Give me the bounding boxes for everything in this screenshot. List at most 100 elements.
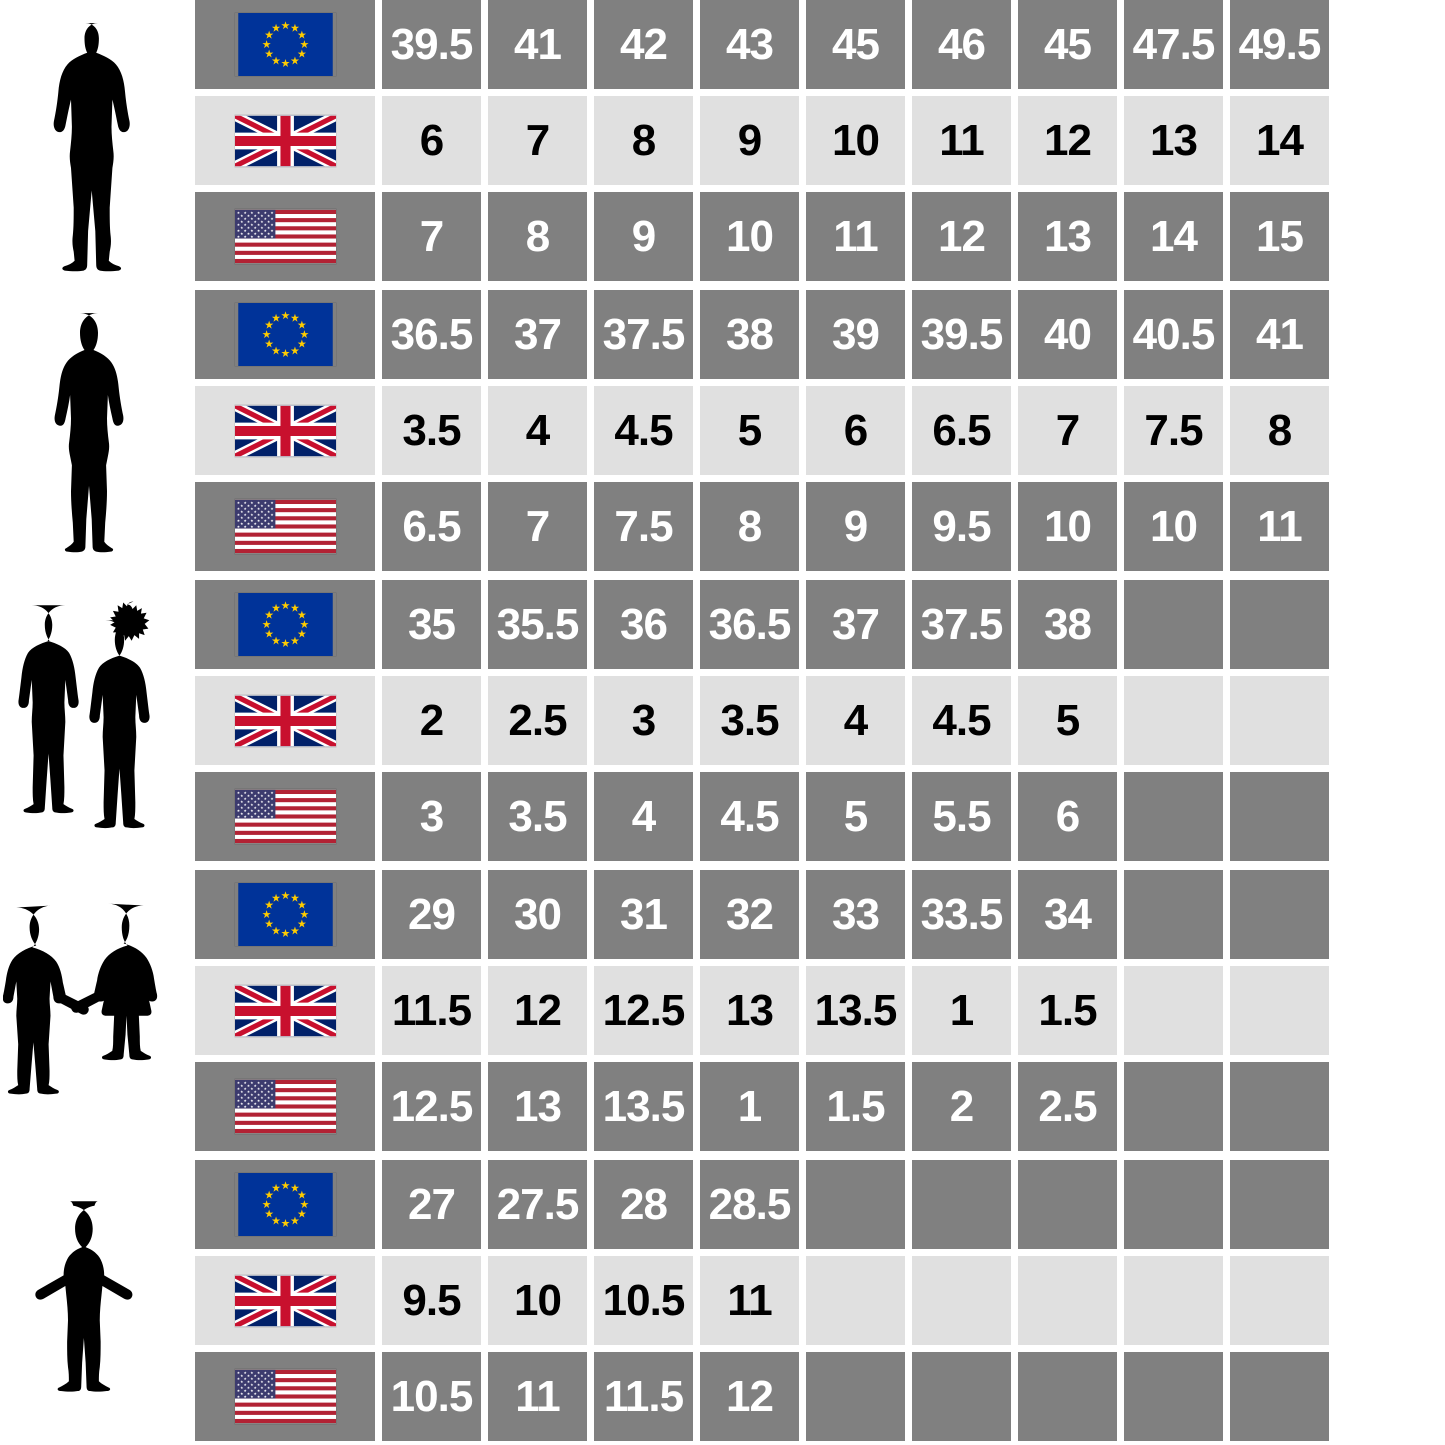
size-cell: 35.5 <box>488 580 587 669</box>
size-cell: 33 <box>806 870 905 959</box>
size-row-toddler-eu: 27 27.5 28 28.5 <box>195 1160 1445 1249</box>
size-cell: 40.5 <box>1124 290 1223 379</box>
size-cell: 5 <box>700 386 799 475</box>
size-cell: 15 <box>1230 192 1329 281</box>
eu-flag-icon <box>195 870 375 959</box>
size-cell: 12 <box>488 966 587 1055</box>
size-cell: 4.5 <box>912 676 1011 765</box>
uk-flag-icon <box>195 386 375 475</box>
size-cell-empty <box>1124 1352 1223 1441</box>
size-cell: 7 <box>1018 386 1117 475</box>
size-cell: 2 <box>382 676 481 765</box>
size-cell: 39 <box>806 290 905 379</box>
size-cell: 5 <box>1018 676 1117 765</box>
toddler-silhouette <box>0 1160 195 1441</box>
size-group-women: 36.5 37 37.5 38 39 39.5 40 40.5 41 3.5 4 4.5 5 6 6.5 7 7… <box>0 290 1445 571</box>
adult-man-silhouette <box>0 0 195 281</box>
size-cell: 5.5 <box>912 772 1011 861</box>
size-cell: 11 <box>912 96 1011 185</box>
size-cell: 39.5 <box>382 0 481 89</box>
size-cell: 6 <box>1018 772 1117 861</box>
size-cell: 6 <box>382 96 481 185</box>
size-cell-empty <box>806 1352 905 1441</box>
size-group-young-children: 29 30 31 32 33 33.5 34 11.5 12 12.5 13 13.5 1 1.5 12.5… <box>0 870 1445 1151</box>
uk-flag-icon <box>195 676 375 765</box>
size-cell: 11 <box>700 1256 799 1345</box>
size-cell: 32 <box>700 870 799 959</box>
size-cell-empty <box>912 1160 1011 1249</box>
size-cell: 8 <box>594 96 693 185</box>
size-cell-empty <box>1230 676 1329 765</box>
size-cell-empty <box>1230 870 1329 959</box>
size-cell: 3 <box>382 772 481 861</box>
size-cell-empty <box>1124 870 1223 959</box>
size-cell-empty <box>1018 1352 1117 1441</box>
size-cell: 1 <box>912 966 1011 1055</box>
uk-flag-icon <box>195 1256 375 1345</box>
size-cell: 41 <box>1230 290 1329 379</box>
size-cell: 49.5 <box>1230 0 1329 89</box>
us-flag-icon <box>195 1062 375 1151</box>
size-cell-empty <box>1230 1352 1329 1441</box>
size-cell-empty <box>1018 1256 1117 1345</box>
size-cell: 35 <box>382 580 481 669</box>
size-cell: 10.5 <box>594 1256 693 1345</box>
size-row-older-kids-uk: 2 2.5 3 3.5 4 4.5 5 <box>195 676 1445 765</box>
size-cell: 1 <box>700 1062 799 1151</box>
size-cell: 12.5 <box>594 966 693 1055</box>
size-cell: 11 <box>806 192 905 281</box>
size-cell: 29 <box>382 870 481 959</box>
size-cell-empty <box>1124 580 1223 669</box>
size-cell: 37.5 <box>912 580 1011 669</box>
size-cell: 37 <box>806 580 905 669</box>
size-cell: 2.5 <box>488 676 587 765</box>
size-cell: 27.5 <box>488 1160 587 1249</box>
size-row-men-eu: 39.5 41 42 43 45 46 45 47.5 49.5 <box>195 0 1445 89</box>
size-row-toddler-uk: 9.5 10 10.5 11 <box>195 1256 1445 1345</box>
size-cell-empty <box>1124 676 1223 765</box>
size-cell: 28 <box>594 1160 693 1249</box>
size-cell-empty <box>806 1160 905 1249</box>
size-cell-empty <box>1230 1062 1329 1151</box>
size-cell: 41 <box>488 0 587 89</box>
size-cell: 6.5 <box>912 386 1011 475</box>
size-cell: 27 <box>382 1160 481 1249</box>
size-row-toddler-us: 10.5 11 11.5 12 <box>195 1352 1445 1441</box>
size-cell: 13 <box>1018 192 1117 281</box>
size-cell: 12.5 <box>382 1062 481 1151</box>
us-flag-icon <box>195 772 375 861</box>
size-cell: 10 <box>700 192 799 281</box>
size-cell: 11.5 <box>382 966 481 1055</box>
size-cell: 11 <box>1230 482 1329 571</box>
size-cell: 7 <box>488 96 587 185</box>
size-cell: 34 <box>1018 870 1117 959</box>
size-cell-empty <box>1124 1256 1223 1345</box>
size-cell-empty <box>912 1352 1011 1441</box>
size-cell: 46 <box>912 0 1011 89</box>
size-cell: 33.5 <box>912 870 1011 959</box>
size-cell: 4 <box>806 676 905 765</box>
size-cell-empty <box>1018 1160 1117 1249</box>
size-cell: 28.5 <box>700 1160 799 1249</box>
size-cell: 38 <box>700 290 799 379</box>
size-cell: 37 <box>488 290 587 379</box>
size-cell-empty <box>1124 1160 1223 1249</box>
size-cell: 13.5 <box>594 1062 693 1151</box>
size-cell: 13 <box>488 1062 587 1151</box>
size-cell: 9 <box>806 482 905 571</box>
size-cell: 31 <box>594 870 693 959</box>
size-cell: 30 <box>488 870 587 959</box>
size-cell: 40 <box>1018 290 1117 379</box>
size-cell: 10 <box>488 1256 587 1345</box>
size-row-men-us: 7 8 9 10 11 12 13 14 15 <box>195 192 1445 281</box>
eu-flag-icon <box>195 290 375 379</box>
size-cell: 2 <box>912 1062 1011 1151</box>
size-rows-women: 36.5 37 37.5 38 39 39.5 40 40.5 41 3.5 4 4.5 5 6 6.5 7 7… <box>195 290 1445 571</box>
size-cell: 43 <box>700 0 799 89</box>
size-rows-toddler: 27 27.5 28 28.5 9.5 10 10.5 11 10.5 11 11.5 12 <box>195 1160 1445 1441</box>
size-cell: 42 <box>594 0 693 89</box>
size-cell: 1.5 <box>1018 966 1117 1055</box>
size-cell: 45 <box>806 0 905 89</box>
size-row-young-children-us: 12.5 13 13.5 1 1.5 2 2.5 <box>195 1062 1445 1151</box>
size-cell-empty <box>1230 966 1329 1055</box>
